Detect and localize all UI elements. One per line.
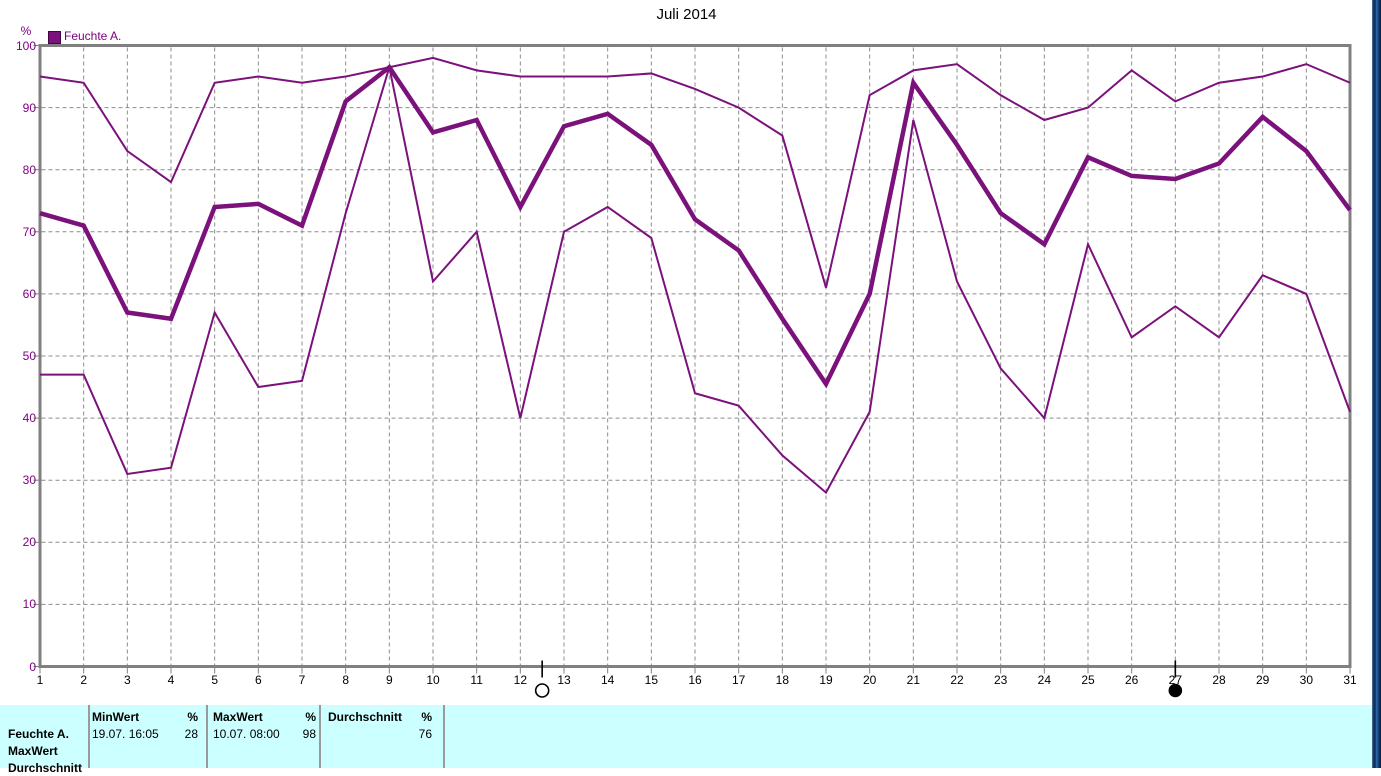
x-axis-label: 28 [1212,673,1226,687]
x-axis-label: 7 [298,673,306,687]
x-axis-label: 3 [123,673,131,687]
y-axis-label: 10 [22,597,36,612]
x-axis-label: 12 [513,673,527,687]
y-axis-label: 70 [22,224,36,239]
x-axis-label: 2 [80,673,87,687]
y-axis-label: 40 [22,411,36,426]
x-axis-label: 11 [470,673,483,687]
y-axis-label: 100 [15,38,36,53]
new-moon-marker [1168,683,1183,698]
x-axis-label: 21 [906,673,920,687]
row-label-feuchte: Feuchte A. [8,727,69,741]
x-axis-label: 25 [1081,673,1095,687]
x-axis-label: 14 [600,673,615,687]
summary-table: MinWert % MaxWert % Durchschnitt % Feuch… [0,705,1373,775]
desktop-edge-strip [1372,0,1381,768]
table-separator [443,705,445,768]
x-axis-label: 22 [950,673,964,687]
x-axis-label: 29 [1255,673,1270,687]
table-separator [88,705,90,768]
minwert-datetime: 19.07. 16:05 [92,727,159,741]
table-separator [206,705,208,768]
x-axis-label: 26 [1124,673,1139,687]
full-moon-marker [534,683,550,698]
x-axis-label: 17 [731,673,746,687]
x-axis-label: 9 [385,673,393,687]
x-axis-label: 6 [254,673,262,687]
legend-color-swatch [48,31,61,44]
durchschnitt-value: 76 [418,727,432,741]
column-unit: % [187,710,198,724]
x-axis-label: 23 [993,673,1008,687]
y-axis-label: 0 [29,659,36,674]
x-axis-label: 10 [426,673,440,687]
column-header-minwert: MinWert [92,710,140,724]
y-axis-label: 20 [22,535,36,550]
series-maxwert-line [39,56,1351,288]
x-axis-label: 1 [36,673,44,687]
y-axis-label: 30 [22,473,36,488]
x-axis-label: 31 [1343,673,1357,687]
maxwert-value: 98 [302,727,316,741]
line-chart [33,44,1352,698]
table-separator [319,705,321,768]
y-axis-label: 50 [22,349,36,363]
minwert-value: 28 [184,727,198,741]
x-axis-label: 30 [1299,673,1313,687]
x-axis-label: 13 [557,673,571,687]
series-minwert-line [40,66,1351,495]
x-axis-label: 16 [688,673,702,687]
y-axis-label: 60 [22,286,36,301]
x-axis-label: 20 [862,673,877,687]
column-header-maxwert: MaxWert [213,710,263,724]
maxwert-datetime: 10.07. 08:00 [213,727,280,741]
x-axis-label: 24 [1037,673,1051,687]
x-axis-label: 4 [167,673,175,687]
column-unit: % [421,710,432,724]
x-axis-label: 5 [211,673,218,687]
plot-frame [38,44,1352,668]
y-axis-unit-label: % [20,24,32,38]
column-header-durchschnitt: Durchschnitt [328,710,403,724]
y-axis-label: 90 [22,100,36,115]
column-unit: % [305,710,316,724]
x-axis-label: 18 [775,673,789,687]
y-axis-label: 80 [22,162,36,177]
series-durchschnitt-line [39,63,1352,389]
x-axis-label: 15 [644,673,658,687]
row-label-maxwert: MaxWert [8,744,58,758]
x-axis-label: 27 [1168,673,1182,687]
row-label-durchschnitt: Durchschnitt [8,761,83,775]
x-axis-label: 8 [342,673,349,687]
chart-title: Juli 2014 [656,6,717,23]
legend-series-label: Feuchte A. [64,29,122,43]
x-axis-label: 19 [819,673,833,687]
